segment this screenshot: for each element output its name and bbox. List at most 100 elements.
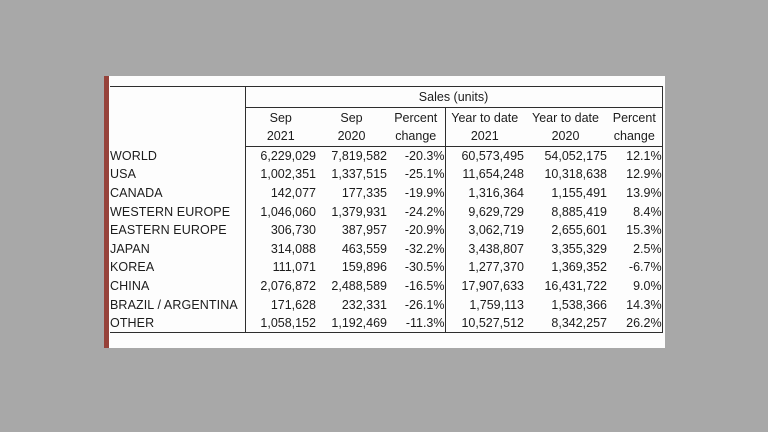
table-row: WESTERN EUROPE 1,046,060 1,379,931 -24.2% 9,… bbox=[110, 202, 663, 221]
region-label: OTHER bbox=[110, 313, 245, 333]
table-row: KOREA 111,071 159,896 -30.5% 1,277,370 1,369,… bbox=[110, 258, 663, 277]
value-cell: 1,316,364 bbox=[444, 183, 524, 203]
column-header-line1: Year to date bbox=[532, 110, 599, 125]
value-cell: -20.3% bbox=[404, 149, 445, 164]
value-cell: 159,896 bbox=[341, 260, 387, 275]
value-cell: 142,077 bbox=[244, 183, 316, 203]
value-cell: 1,192,469 bbox=[316, 313, 387, 333]
value-cell: -16.5% bbox=[404, 278, 445, 293]
value-cell: -11.3% bbox=[387, 313, 445, 333]
value-cell: -32.2% bbox=[404, 241, 445, 256]
corner-cell bbox=[110, 86, 245, 108]
value-cell: 232,331 bbox=[341, 297, 387, 312]
column-header-row: Sep 2021 Sep 2020 Percent change Year to… bbox=[110, 107, 663, 147]
table-row: USA 1,002,351 1,337,515 -25.1% 11,654,248 10,… bbox=[110, 165, 663, 184]
value-cell: 6,229,029 bbox=[244, 146, 316, 166]
region-label: KOREA bbox=[110, 260, 155, 275]
value-cell: 15.3% bbox=[607, 220, 663, 240]
value-cell: 17,907,633 bbox=[444, 276, 524, 296]
value-cell: 8,342,257 bbox=[524, 313, 607, 333]
value-cell: 14.3% bbox=[607, 295, 663, 314]
column-header-line1: Percent bbox=[394, 110, 438, 125]
value-cell: 8.4% bbox=[607, 202, 663, 221]
value-cell: 1,538,366 bbox=[551, 297, 607, 312]
accent-bar bbox=[104, 76, 109, 348]
value-cell: 16,431,722 bbox=[544, 278, 607, 293]
table-title-row: Sales (units) bbox=[110, 86, 663, 108]
column-header: Year to date 2021 bbox=[444, 107, 524, 147]
corner-cell bbox=[110, 108, 245, 147]
table-row: EASTERN EUROPE 306,730 387,957 -20.9% 3,062,… bbox=[110, 220, 663, 240]
sales-table: Sales (units) Sep 2021 Sep 2020 Percent … bbox=[110, 86, 663, 333]
column-header: Percent change bbox=[607, 107, 663, 147]
value-cell: 9,629,729 bbox=[444, 202, 524, 221]
column-header-line1: Sep bbox=[269, 110, 292, 125]
value-cell: 314,088 bbox=[244, 239, 316, 259]
value-cell: -24.2% bbox=[404, 204, 445, 219]
column-header-line2: 2020 bbox=[551, 129, 580, 143]
column-header: Sep 2021 bbox=[244, 107, 316, 147]
column-header-line2: change bbox=[395, 129, 437, 143]
value-cell: -30.5% bbox=[404, 260, 445, 275]
value-cell: -25.1% bbox=[404, 167, 445, 182]
column-header-line1: Year to date bbox=[451, 110, 519, 125]
table-row: JAPAN 314,088 463,559 -32.2% 3,438,807 3,355,… bbox=[110, 239, 663, 259]
value-cell: 10,318,638 bbox=[544, 167, 607, 182]
value-cell: 26.2% bbox=[607, 313, 663, 333]
column-header-line2: change bbox=[613, 129, 655, 143]
column-header: Sep 2020 bbox=[316, 107, 387, 147]
value-cell: 1,046,060 bbox=[244, 202, 316, 221]
value-cell: 2,655,601 bbox=[551, 223, 607, 238]
value-cell: 3,062,719 bbox=[444, 220, 524, 240]
value-cell: 1,337,515 bbox=[331, 167, 387, 182]
region-label: WORLD bbox=[110, 148, 158, 163]
region-label: BRAZIL / ARGENTINA bbox=[110, 297, 238, 312]
value-cell: 111,071 bbox=[244, 258, 316, 277]
value-cell: 60,573,495 bbox=[444, 146, 524, 166]
region-label: USA bbox=[110, 167, 137, 182]
table-body: WORLD 6,229,029 7,819,582 -20.3% 60,573,495 5… bbox=[110, 146, 663, 333]
value-cell: 3,438,807 bbox=[444, 239, 524, 259]
region-label: WESTERN EUROPE bbox=[110, 204, 231, 219]
column-header: Year to date 2020 bbox=[524, 107, 607, 147]
column-header-line2: 2020 bbox=[337, 129, 366, 143]
value-cell: 10,527,512 bbox=[444, 313, 524, 333]
value-cell: 1,759,113 bbox=[444, 295, 524, 314]
value-cell: -20.9% bbox=[404, 223, 445, 238]
value-cell: 1,277,370 bbox=[444, 258, 524, 277]
value-cell: 171,628 bbox=[244, 295, 316, 314]
value-cell: 2,488,589 bbox=[331, 278, 387, 293]
value-cell: 387,957 bbox=[341, 223, 387, 238]
column-header-line2: 2021 bbox=[470, 129, 499, 143]
value-cell: 2.5% bbox=[607, 239, 663, 259]
value-cell: -26.1% bbox=[404, 297, 445, 312]
value-cell: 9.0% bbox=[607, 276, 663, 296]
table-row: CHINA 2,076,872 2,488,589 -16.5% 17,907,633 1… bbox=[110, 276, 663, 296]
region-label: EASTERN EUROPE bbox=[110, 223, 227, 238]
value-cell: 2,076,872 bbox=[244, 276, 316, 296]
table-row: OTHER 1,058,152 1,192,469 -11.3% 10,527,512 8… bbox=[110, 313, 663, 333]
value-cell: 11,654,248 bbox=[444, 165, 524, 184]
value-cell: 8,885,419 bbox=[551, 204, 607, 219]
value-cell: 12.1% bbox=[607, 146, 663, 166]
value-cell: 1,379,931 bbox=[331, 204, 387, 219]
value-cell: 7,819,582 bbox=[331, 149, 387, 164]
value-cell: -19.9% bbox=[404, 185, 445, 200]
column-header-line2: 2021 bbox=[266, 129, 295, 143]
table-row: BRAZIL / ARGENTINA 171,628 232,331 -26.1% 1,… bbox=[110, 295, 663, 314]
region-label: JAPAN bbox=[110, 241, 150, 256]
value-cell: 54,052,175 bbox=[544, 149, 607, 164]
value-cell: 12.9% bbox=[607, 165, 663, 184]
value-cell: 1,002,351 bbox=[244, 165, 316, 184]
value-cell: 13.9% bbox=[607, 183, 663, 203]
value-cell: 3,355,329 bbox=[551, 241, 607, 256]
value-cell: 1,058,152 bbox=[244, 313, 316, 333]
column-header: Percent change bbox=[387, 107, 445, 147]
column-header-line1: Percent bbox=[612, 110, 656, 125]
value-cell: 177,335 bbox=[341, 185, 387, 200]
content-panel: Sales (units) Sep 2021 Sep 2020 Percent … bbox=[104, 76, 665, 348]
column-header-line1: Sep bbox=[340, 110, 363, 125]
value-cell: 1,155,491 bbox=[551, 185, 607, 200]
table-row: CANADA 142,077 177,335 -19.9% 1,316,364 1,155… bbox=[110, 183, 663, 203]
